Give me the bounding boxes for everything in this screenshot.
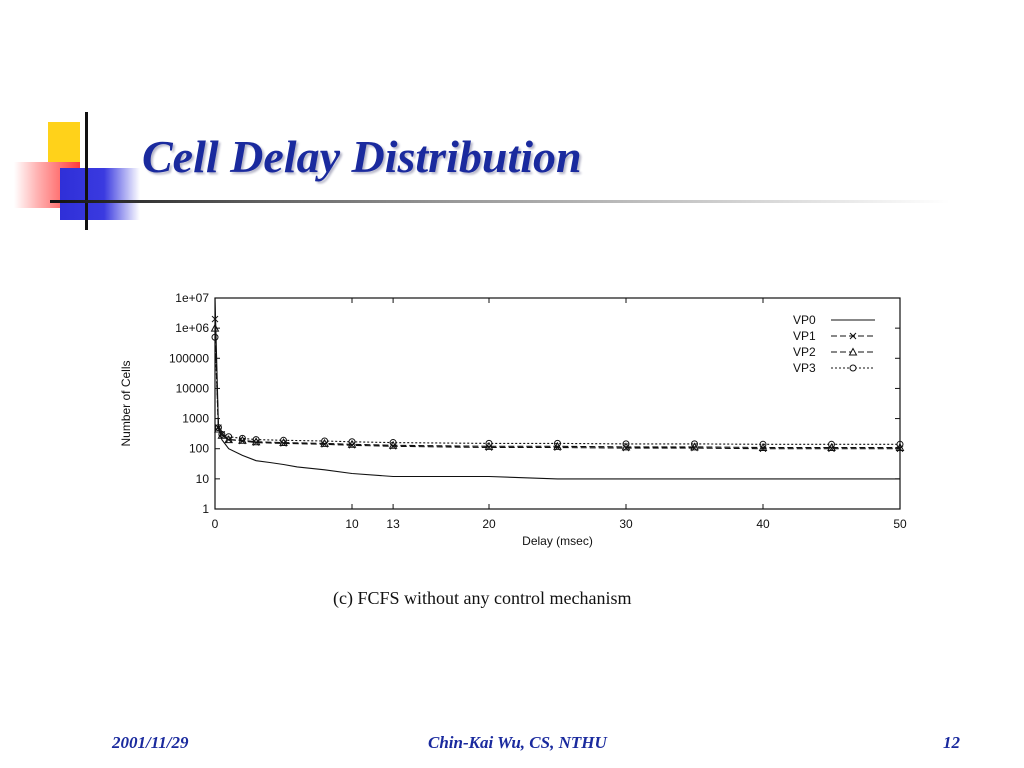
- blue-square-decoration: [60, 168, 140, 220]
- title-underline-rule: [50, 200, 950, 203]
- x-tick-label: 50: [893, 517, 907, 531]
- data-point-vp3: [896, 440, 904, 448]
- data-point-vp3: [214, 424, 222, 432]
- x-tick-label: 30: [619, 517, 633, 531]
- data-point-vp3: [691, 440, 698, 448]
- data-point-vp3: [759, 440, 767, 448]
- data-point-vp3: [321, 437, 329, 445]
- data-point-vp2: [238, 435, 247, 444]
- data-point-vp3: [389, 439, 397, 447]
- legend-label-vp0: VP0: [793, 313, 816, 327]
- x-tick-label: 0: [212, 517, 219, 531]
- data-point-vp3: [554, 439, 561, 447]
- data-point-vp2: [251, 437, 261, 446]
- cell-delay-chart: 1 10 100 1000 10000 100000 1e+06 1e+07 0 10 13 20 3…: [119, 291, 907, 548]
- y-tick-label: 1000: [182, 412, 209, 426]
- footer-date: 2001/11/29: [112, 733, 189, 752]
- legend-label-vp3: VP3: [793, 361, 816, 375]
- vertical-rule: [85, 112, 88, 230]
- legend: VP0 VP1 VP2 VP3: [793, 313, 875, 375]
- y-tick-label: 1e+06: [175, 321, 209, 335]
- data-point-vp3: [485, 439, 493, 447]
- series-layer: [210, 297, 905, 480]
- plot-frame: [214, 297, 901, 510]
- legend-label-vp2: VP2: [793, 345, 816, 359]
- x-tick-label: 40: [756, 517, 770, 531]
- footer-author: Chin-Kai Wu, CS, NTHU: [428, 733, 607, 752]
- data-point-vp2: [217, 430, 227, 439]
- y-axis-ticks: 1 10 100 1000 10000 100000 1e+06 1e+07: [169, 291, 900, 516]
- y-tick-label: 10000: [176, 381, 210, 395]
- x-tick-label: 20: [482, 517, 496, 531]
- yellow-square-decoration: [48, 122, 80, 162]
- legend-marker-vp1: [849, 332, 857, 340]
- data-point-vp2: [214, 424, 223, 433]
- x-axis-ticks: 0 10 13 20 30 40 50: [212, 298, 907, 531]
- y-tick-label: 100: [189, 442, 209, 456]
- y-tick-label: 1e+07: [175, 291, 209, 305]
- footer-page-number: 12: [943, 733, 960, 752]
- data-point-vp3: [238, 434, 246, 442]
- y-tick-label: 10: [196, 472, 210, 486]
- data-point-vp3: [218, 430, 226, 438]
- data-point-vp3: [211, 333, 219, 341]
- x-axis-label: Delay (msec): [522, 534, 593, 548]
- data-point-vp3: [280, 436, 287, 444]
- y-tick-label: 1: [202, 502, 209, 516]
- figure-caption: (c) FCFS without any control mechanism: [333, 588, 632, 608]
- slide-title: Cell Delay Distribution: [142, 131, 582, 182]
- legend-label-vp1: VP1: [793, 329, 816, 343]
- legend-marker-vp3: [849, 364, 857, 372]
- data-point-vp3: [348, 438, 356, 446]
- x-tick-label: 10: [345, 517, 359, 531]
- y-tick-label: 100000: [169, 351, 209, 365]
- series-line-vp0: [214, 297, 900, 480]
- data-point-vp3: [252, 436, 260, 444]
- x-tick-label: 13: [386, 517, 400, 531]
- data-point-vp3: [828, 440, 835, 448]
- data-point-vp3: [225, 433, 233, 441]
- data-point-vp1: [211, 315, 219, 323]
- legend-marker-vp2: [848, 347, 858, 356]
- data-point-vp2: [210, 323, 220, 332]
- y-axis-label: Number of Cells: [119, 360, 133, 446]
- series-line-vp3: [214, 337, 900, 445]
- data-point-vp3: [622, 440, 630, 448]
